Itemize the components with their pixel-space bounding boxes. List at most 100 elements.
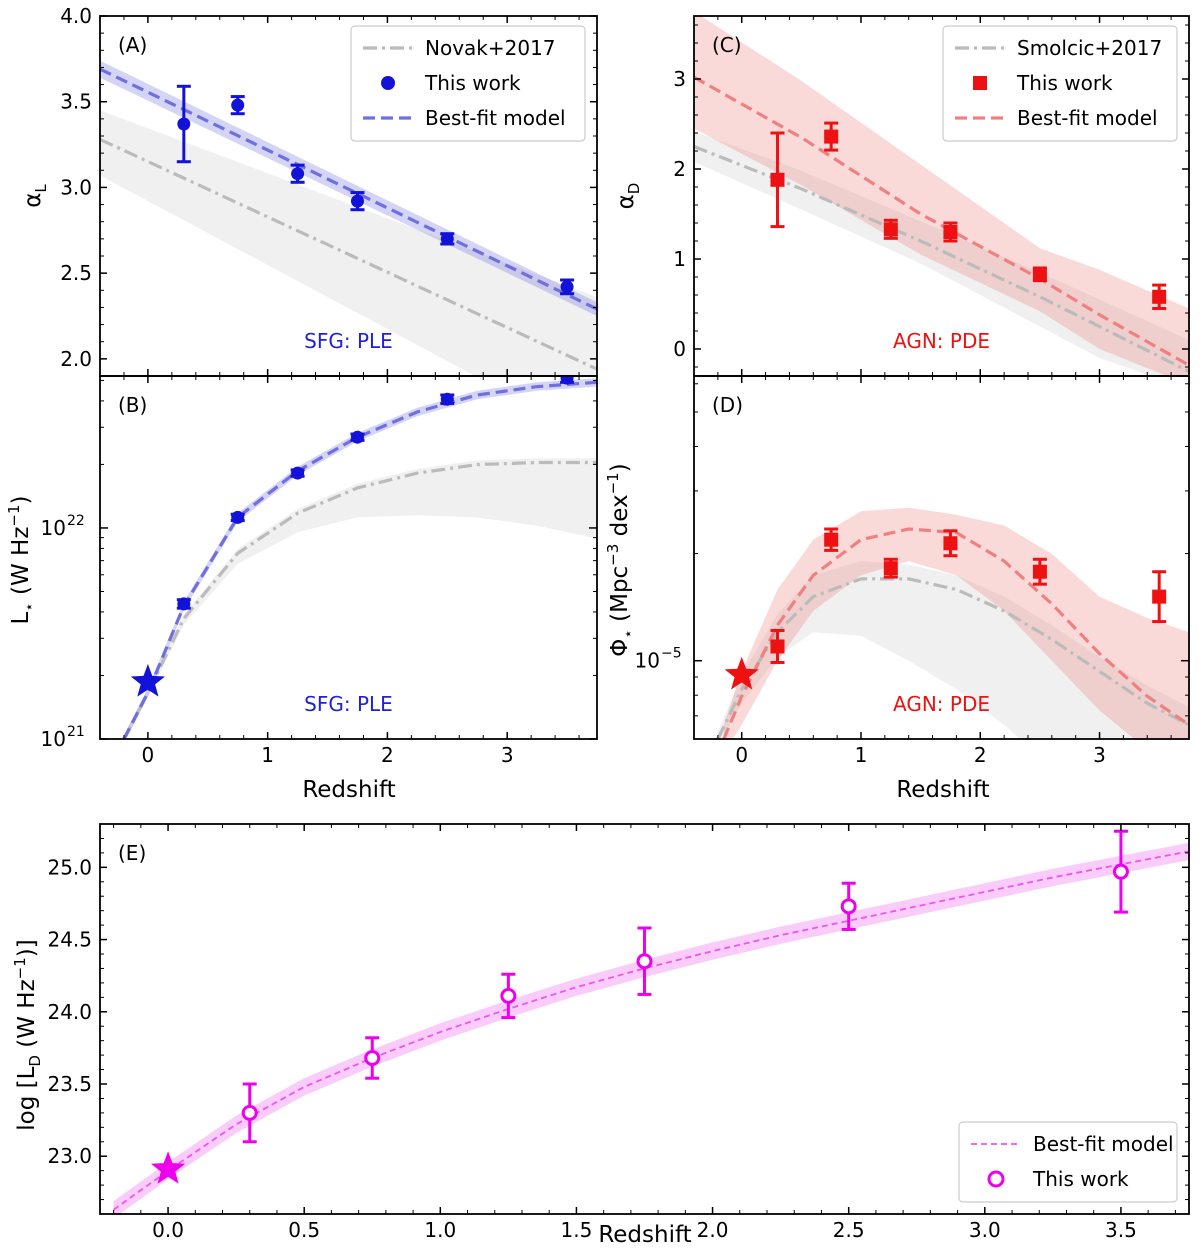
panel-c-legend-label: This work (1016, 71, 1113, 95)
panel-c-legend-entry: Smolcic+2017 (955, 36, 1162, 60)
panel-c-legend: Smolcic+2017 This work Best-fit model (942, 25, 1178, 142)
panel-d: Φ⋆ (Mpc−3 dex−1) Redshift 0 1 2 3 10 −5 (D) AGN… (604, 375, 1190, 803)
panel-a-novak-2017-line (100, 137, 597, 371)
panel-c-legend-entry: Best-fit model (955, 106, 1158, 130)
panel-d-data-point (883, 557, 898, 579)
panel-d-data-point (943, 529, 958, 558)
panel-d-label: (D) (712, 393, 743, 417)
panel-e-marker (364, 1050, 381, 1066)
panel-a-ytick-label: 3.0 (60, 175, 92, 199)
panel-a-ytick-label: 4.0 (60, 4, 92, 28)
panel-a-label: (A) (118, 33, 147, 57)
panel-d-data-point (1152, 570, 1167, 624)
panel-c: αD 0 1 2 3 (C) AGN: PDE Smolcic+2017 This work B… (613, 15, 1190, 377)
panel-a-plot-area (100, 60, 597, 376)
panel-b-ytick-label: 10 (41, 727, 66, 751)
panel-e-data-point (840, 881, 857, 931)
panel-a-data-point (176, 84, 191, 164)
panel-c-legend-label: Best-fit model (1017, 106, 1158, 130)
panel-c-data-point (1032, 266, 1047, 283)
panel-e-best-fit-model-line (113, 850, 1189, 1211)
panel-b-xtick-label: 3 (501, 743, 514, 767)
panel-e-frame (99, 823, 1190, 1215)
panel-b-marker (177, 597, 191, 611)
panel-c-smolcic-2017-band (694, 131, 1189, 376)
panel-a-legend-label: This work (424, 71, 521, 95)
panel-a-legend-entry: This work (381, 71, 521, 95)
panel-d-ytick-label: 10 (635, 649, 660, 673)
panel-e-data-point (241, 1082, 258, 1144)
panel-a-marker (291, 167, 305, 181)
panel-e-xtick-label: 3.5 (1105, 1218, 1137, 1242)
panel-d-marker (824, 532, 839, 547)
panel-e-best-fit-model-band (113, 842, 1189, 1214)
panel-e-marker (1112, 863, 1129, 880)
panel-e-marker (241, 1104, 258, 1121)
panel-a-annotation: SFG: PLE (304, 329, 393, 353)
panel-a-ytick-label: 2.5 (60, 261, 92, 285)
panel-b-ytick-exponent: 22 (67, 513, 85, 529)
panel-a-legend-entry: Best-fit model (363, 106, 566, 130)
panel-e-xtick-label: 1.5 (561, 1218, 593, 1242)
panel-b-data-point (230, 510, 245, 524)
panel-a-data-point (440, 232, 455, 246)
panel-d-marker (770, 639, 785, 654)
panel-e-xtick-label: 0.0 (152, 1218, 184, 1242)
panel-e-legend-box (958, 1121, 1178, 1203)
panel-b-xtick-label: 1 (261, 743, 274, 767)
panel-e: log [LD (W Hz−1)] Redshift 0.0 0.5 1.0 1.5 2… (11, 823, 1190, 1248)
panel-a-ytick-label: 3.5 (60, 90, 92, 114)
panel-c-best-fit-model-band (694, 16, 1189, 376)
panel-d-best-fit-model-band (723, 507, 1189, 739)
panel-c-ytick-label: 2 (673, 157, 686, 181)
panel-a-marker (560, 280, 574, 294)
panel-c-best-fit-model-line (694, 75, 1189, 367)
panel-c-annotation: AGN: PDE (893, 329, 990, 353)
panel-d-data-point (824, 527, 839, 552)
panel-e-label: (E) (118, 841, 146, 865)
panel-b-xtick-label: 2 (381, 743, 394, 767)
panel-a-data-point (230, 95, 245, 116)
panel-d-annotation: AGN: PDE (893, 692, 990, 716)
panel-b-frame (99, 375, 598, 740)
panel-e-ytick-label: 23.0 (47, 1144, 92, 1168)
panel-e-marker (636, 953, 653, 970)
panel-e-xtick-label: 2.0 (697, 1218, 729, 1242)
panel-e-data-point (1112, 829, 1129, 914)
panel-c-marker (943, 225, 958, 239)
panel-e-data-point (636, 926, 653, 996)
panel-b-data-point (560, 376, 575, 385)
panel-d-frame (693, 375, 1190, 740)
panel-e-legend-marker (987, 1170, 1005, 1188)
panel-c-ylabel: αD (613, 183, 643, 210)
panel-e-marker (500, 987, 517, 1004)
panel-b-ytick-exponent: 21 (67, 724, 85, 740)
panel-e-data-point (364, 1036, 381, 1080)
panel-b-marker (350, 430, 364, 444)
panel-d-marker (943, 536, 958, 551)
panel-e-xtick-label: 3.0 (969, 1218, 1001, 1242)
panel-b-star-marker (130, 664, 165, 697)
panel-c-data-point (770, 131, 785, 229)
panel-d-data-point (770, 628, 785, 664)
panel-b-novak-2017-line (122, 460, 597, 739)
panel-c-legend-marker (973, 76, 987, 90)
panel-b-marker (440, 392, 454, 406)
panel-c-marker (824, 129, 839, 144)
panel-b-marker (231, 510, 245, 524)
panel-a-legend-box (350, 25, 586, 142)
panel-d-xtick-label: 1 (855, 743, 868, 767)
panel-b-data-point (350, 430, 365, 444)
panel-e-xlabel: Redshift (598, 1222, 691, 1248)
panel-b-label: (B) (118, 393, 147, 417)
panel-c-marker (770, 172, 785, 187)
panel-c-label: (C) (712, 33, 742, 57)
panel-c-data-point (1152, 283, 1167, 310)
panel-c-marker (883, 222, 898, 237)
panel-d-best-fit-model-line (722, 527, 1189, 739)
panel-c-marker (1032, 267, 1047, 282)
panel-c-data-point (824, 121, 839, 152)
panel-c-data-point (943, 221, 958, 243)
panel-a: αL 2.0 2.5 3.0 3.5 4.0 (A) SFG: PLE Novak+2017 T… (20, 4, 598, 377)
